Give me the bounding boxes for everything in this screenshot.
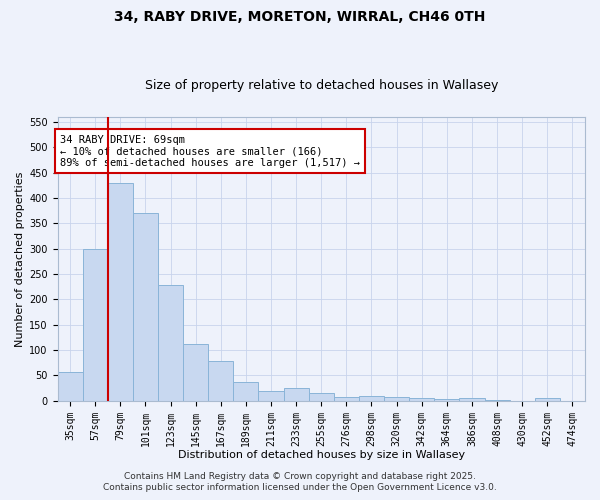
Bar [158, 285, 183, 401]
Bar [83, 248, 108, 401]
Bar [409, 398, 434, 401]
Bar [233, 382, 259, 401]
Bar [58, 372, 83, 401]
Title: Size of property relative to detached houses in Wallasey: Size of property relative to detached ho… [145, 79, 498, 92]
Bar [334, 398, 359, 401]
Text: Contains HM Land Registry data © Crown copyright and database right 2025.
Contai: Contains HM Land Registry data © Crown c… [103, 472, 497, 492]
Bar [259, 390, 284, 401]
Text: 34 RABY DRIVE: 69sqm
← 10% of detached houses are smaller (166)
89% of semi-deta: 34 RABY DRIVE: 69sqm ← 10% of detached h… [60, 134, 360, 168]
Bar [434, 400, 460, 401]
Text: 34, RABY DRIVE, MORETON, WIRRAL, CH46 0TH: 34, RABY DRIVE, MORETON, WIRRAL, CH46 0T… [115, 10, 485, 24]
X-axis label: Distribution of detached houses by size in Wallasey: Distribution of detached houses by size … [178, 450, 465, 460]
Bar [208, 362, 233, 401]
Bar [108, 182, 133, 401]
Bar [460, 398, 485, 401]
Bar [359, 396, 384, 401]
Bar [183, 344, 208, 401]
Y-axis label: Number of detached properties: Number of detached properties [15, 171, 25, 346]
Bar [308, 394, 334, 401]
Bar [384, 397, 409, 401]
Bar [535, 398, 560, 401]
Bar [133, 213, 158, 401]
Bar [485, 400, 509, 401]
Bar [284, 388, 308, 401]
